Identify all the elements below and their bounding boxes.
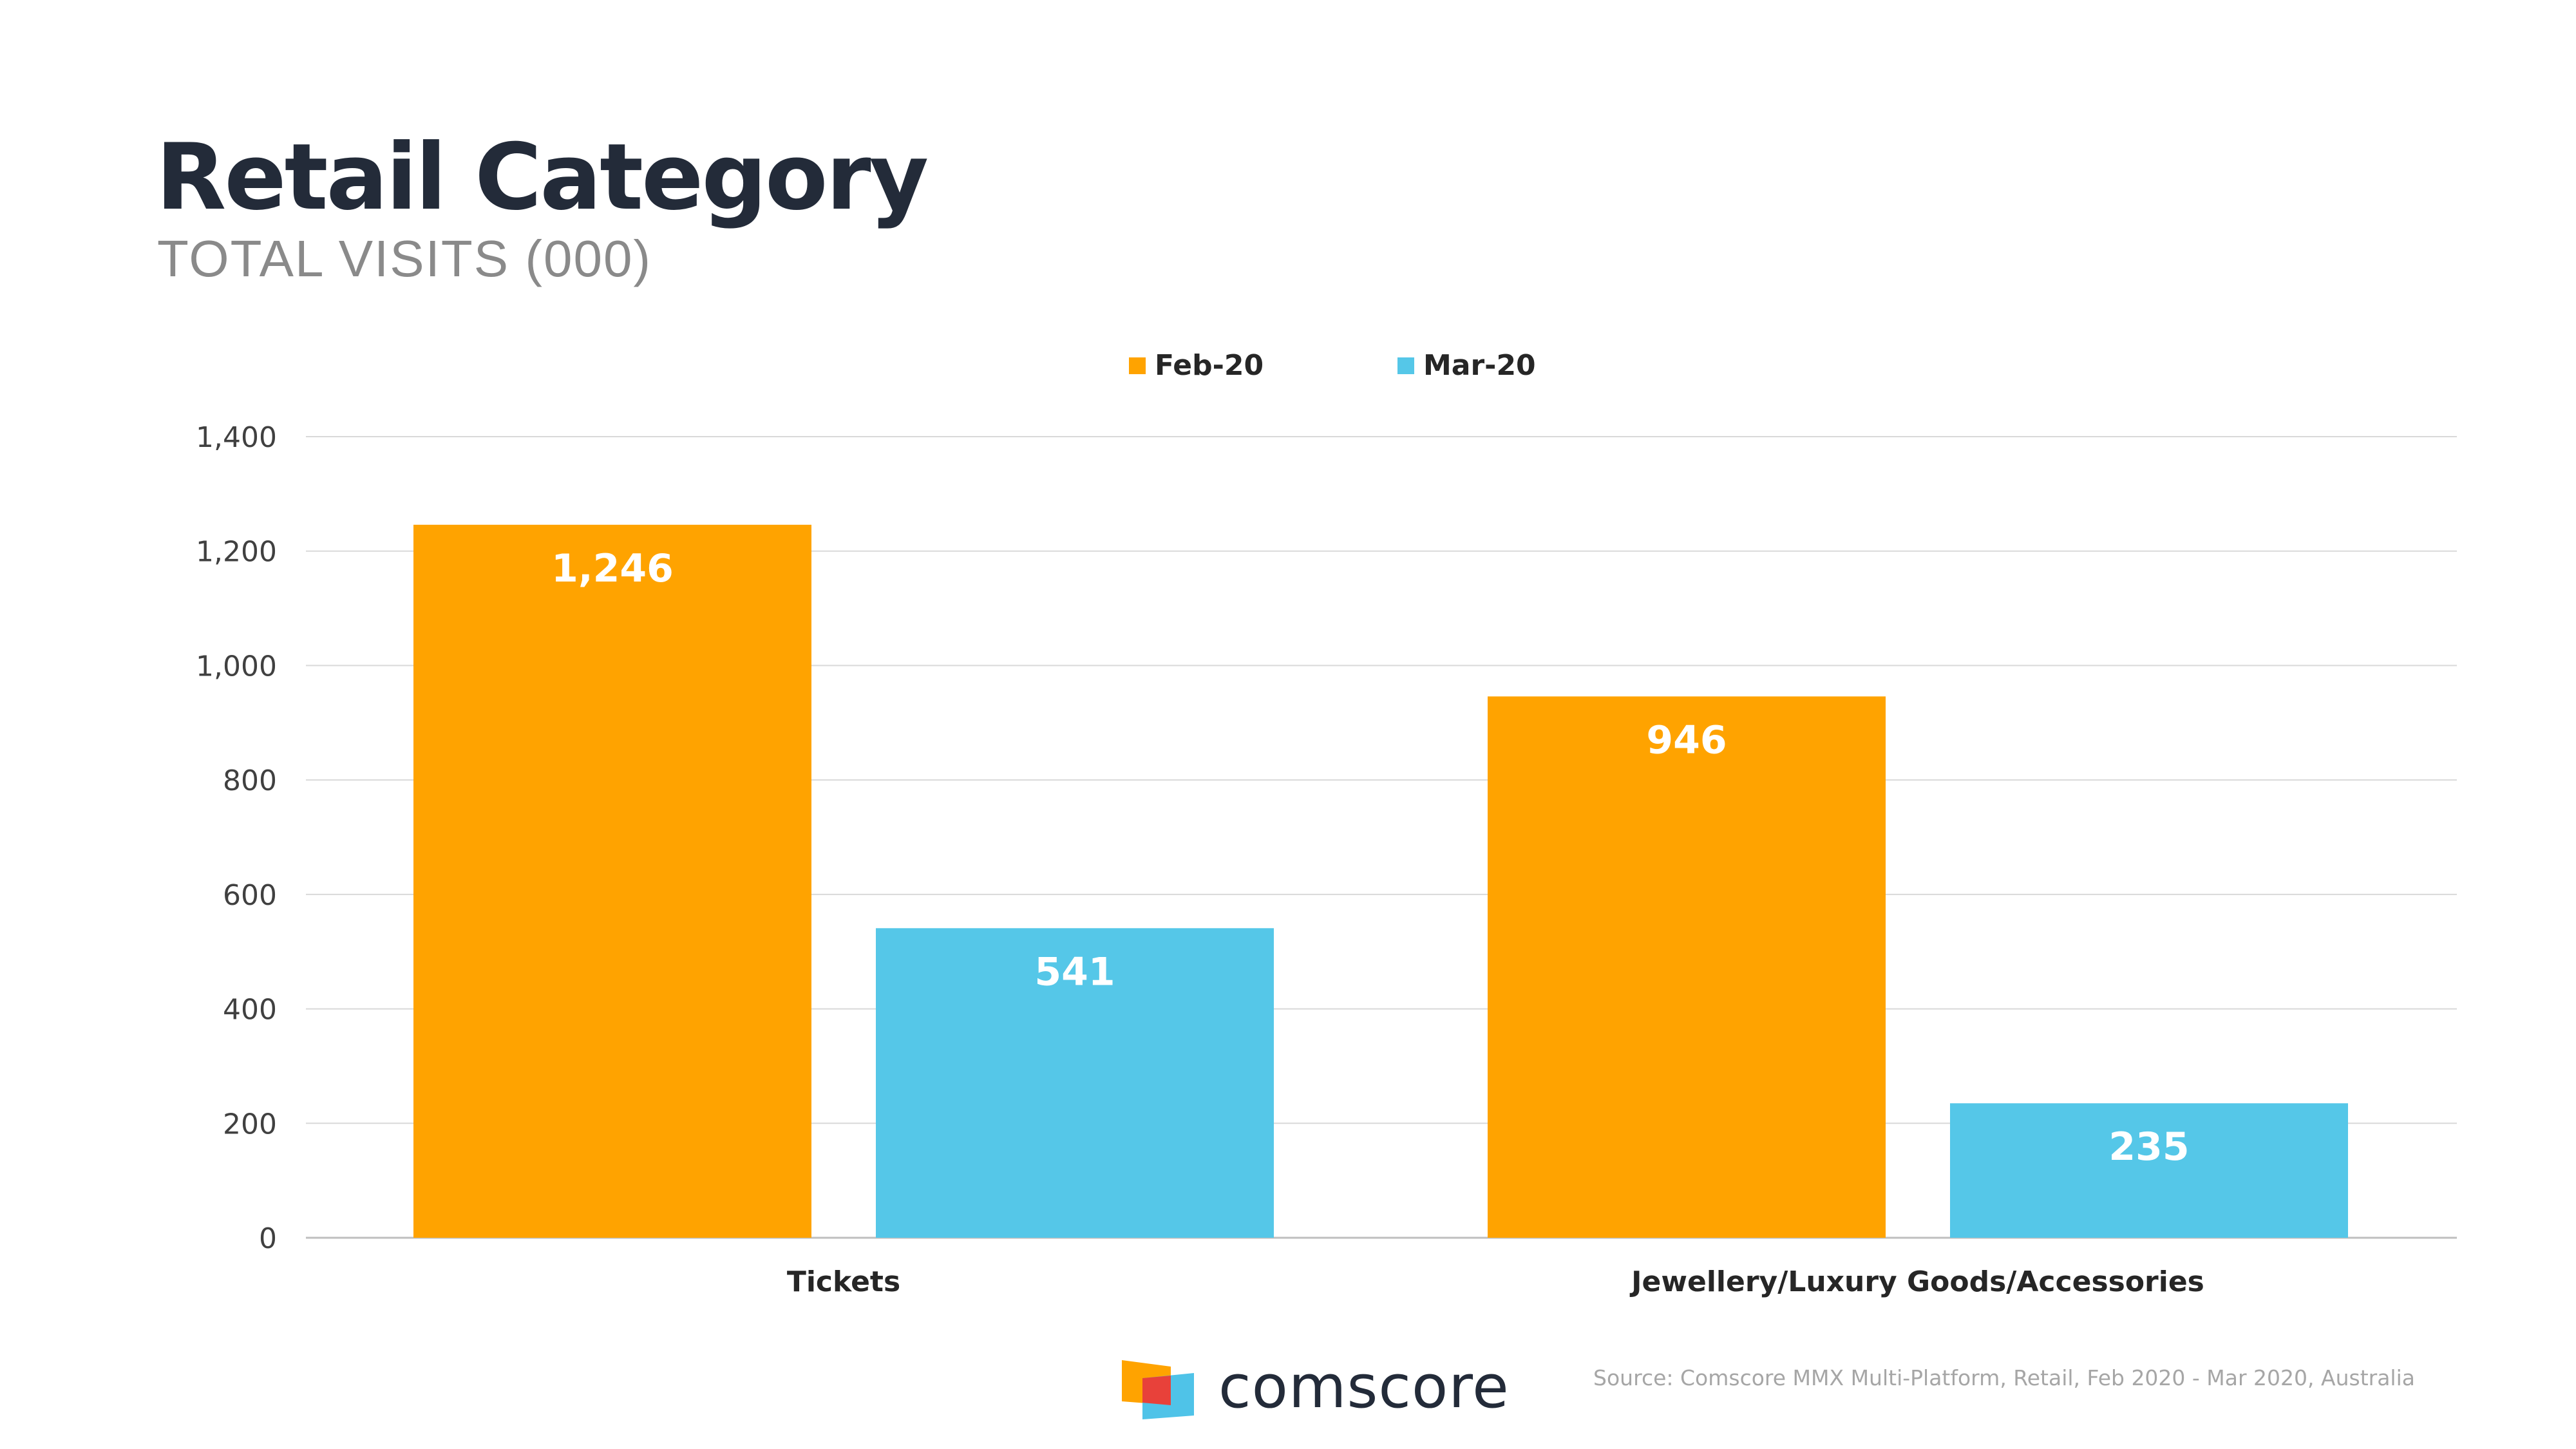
data-label: 946 (1646, 717, 1727, 762)
bar-mar-20-1 (1950, 1103, 2348, 1238)
chart-title: Retail Category (156, 124, 929, 231)
source-note: Source: Comscore MMX Multi-Platform, Ret… (1593, 1365, 2415, 1390)
y-tick-label: 1,000 (196, 650, 277, 683)
legend-label: Feb-20 (1155, 349, 1264, 382)
legend-swatch (1129, 357, 1146, 374)
comscore-logo-icon (1122, 1360, 1194, 1419)
y-tick-label: 1,200 (196, 536, 277, 569)
data-label: 541 (1034, 949, 1115, 994)
legend-swatch (1397, 357, 1414, 374)
bar-mar-20-0 (876, 928, 1274, 1238)
y-tick-label: 400 (223, 994, 277, 1027)
x-tick-label: Jewellery/Luxury Goods/Accessories (1629, 1265, 2204, 1298)
data-label: 235 (2108, 1124, 2189, 1170)
y-tick-label: 1,400 (196, 421, 277, 454)
legend-label: Mar-20 (1423, 349, 1536, 382)
y-tick-label: 600 (223, 879, 277, 912)
legend: Feb-20 Mar-20 (1129, 349, 1536, 382)
y-axis: 0 200 400 600 800 1,000 1,200 1,400 (196, 421, 277, 1255)
y-tick-label: 800 (223, 764, 277, 797)
bar-feb-20-1 (1488, 696, 1886, 1238)
data-label: 1,246 (551, 546, 674, 591)
bar-feb-20-0 (413, 524, 811, 1238)
x-axis: Tickets Jewellery/Luxury Goods/Accessorie… (787, 1265, 2204, 1298)
bars: 1,246 541 946 235 (413, 524, 2348, 1238)
y-tick-label: 200 (223, 1108, 277, 1141)
y-tick-label: 0 (259, 1222, 277, 1255)
x-tick-label: Tickets (787, 1265, 900, 1298)
chart-subtitle: TOTAL VISITS (000) (157, 230, 652, 287)
comscore-logo-text: comscore (1218, 1352, 1510, 1421)
